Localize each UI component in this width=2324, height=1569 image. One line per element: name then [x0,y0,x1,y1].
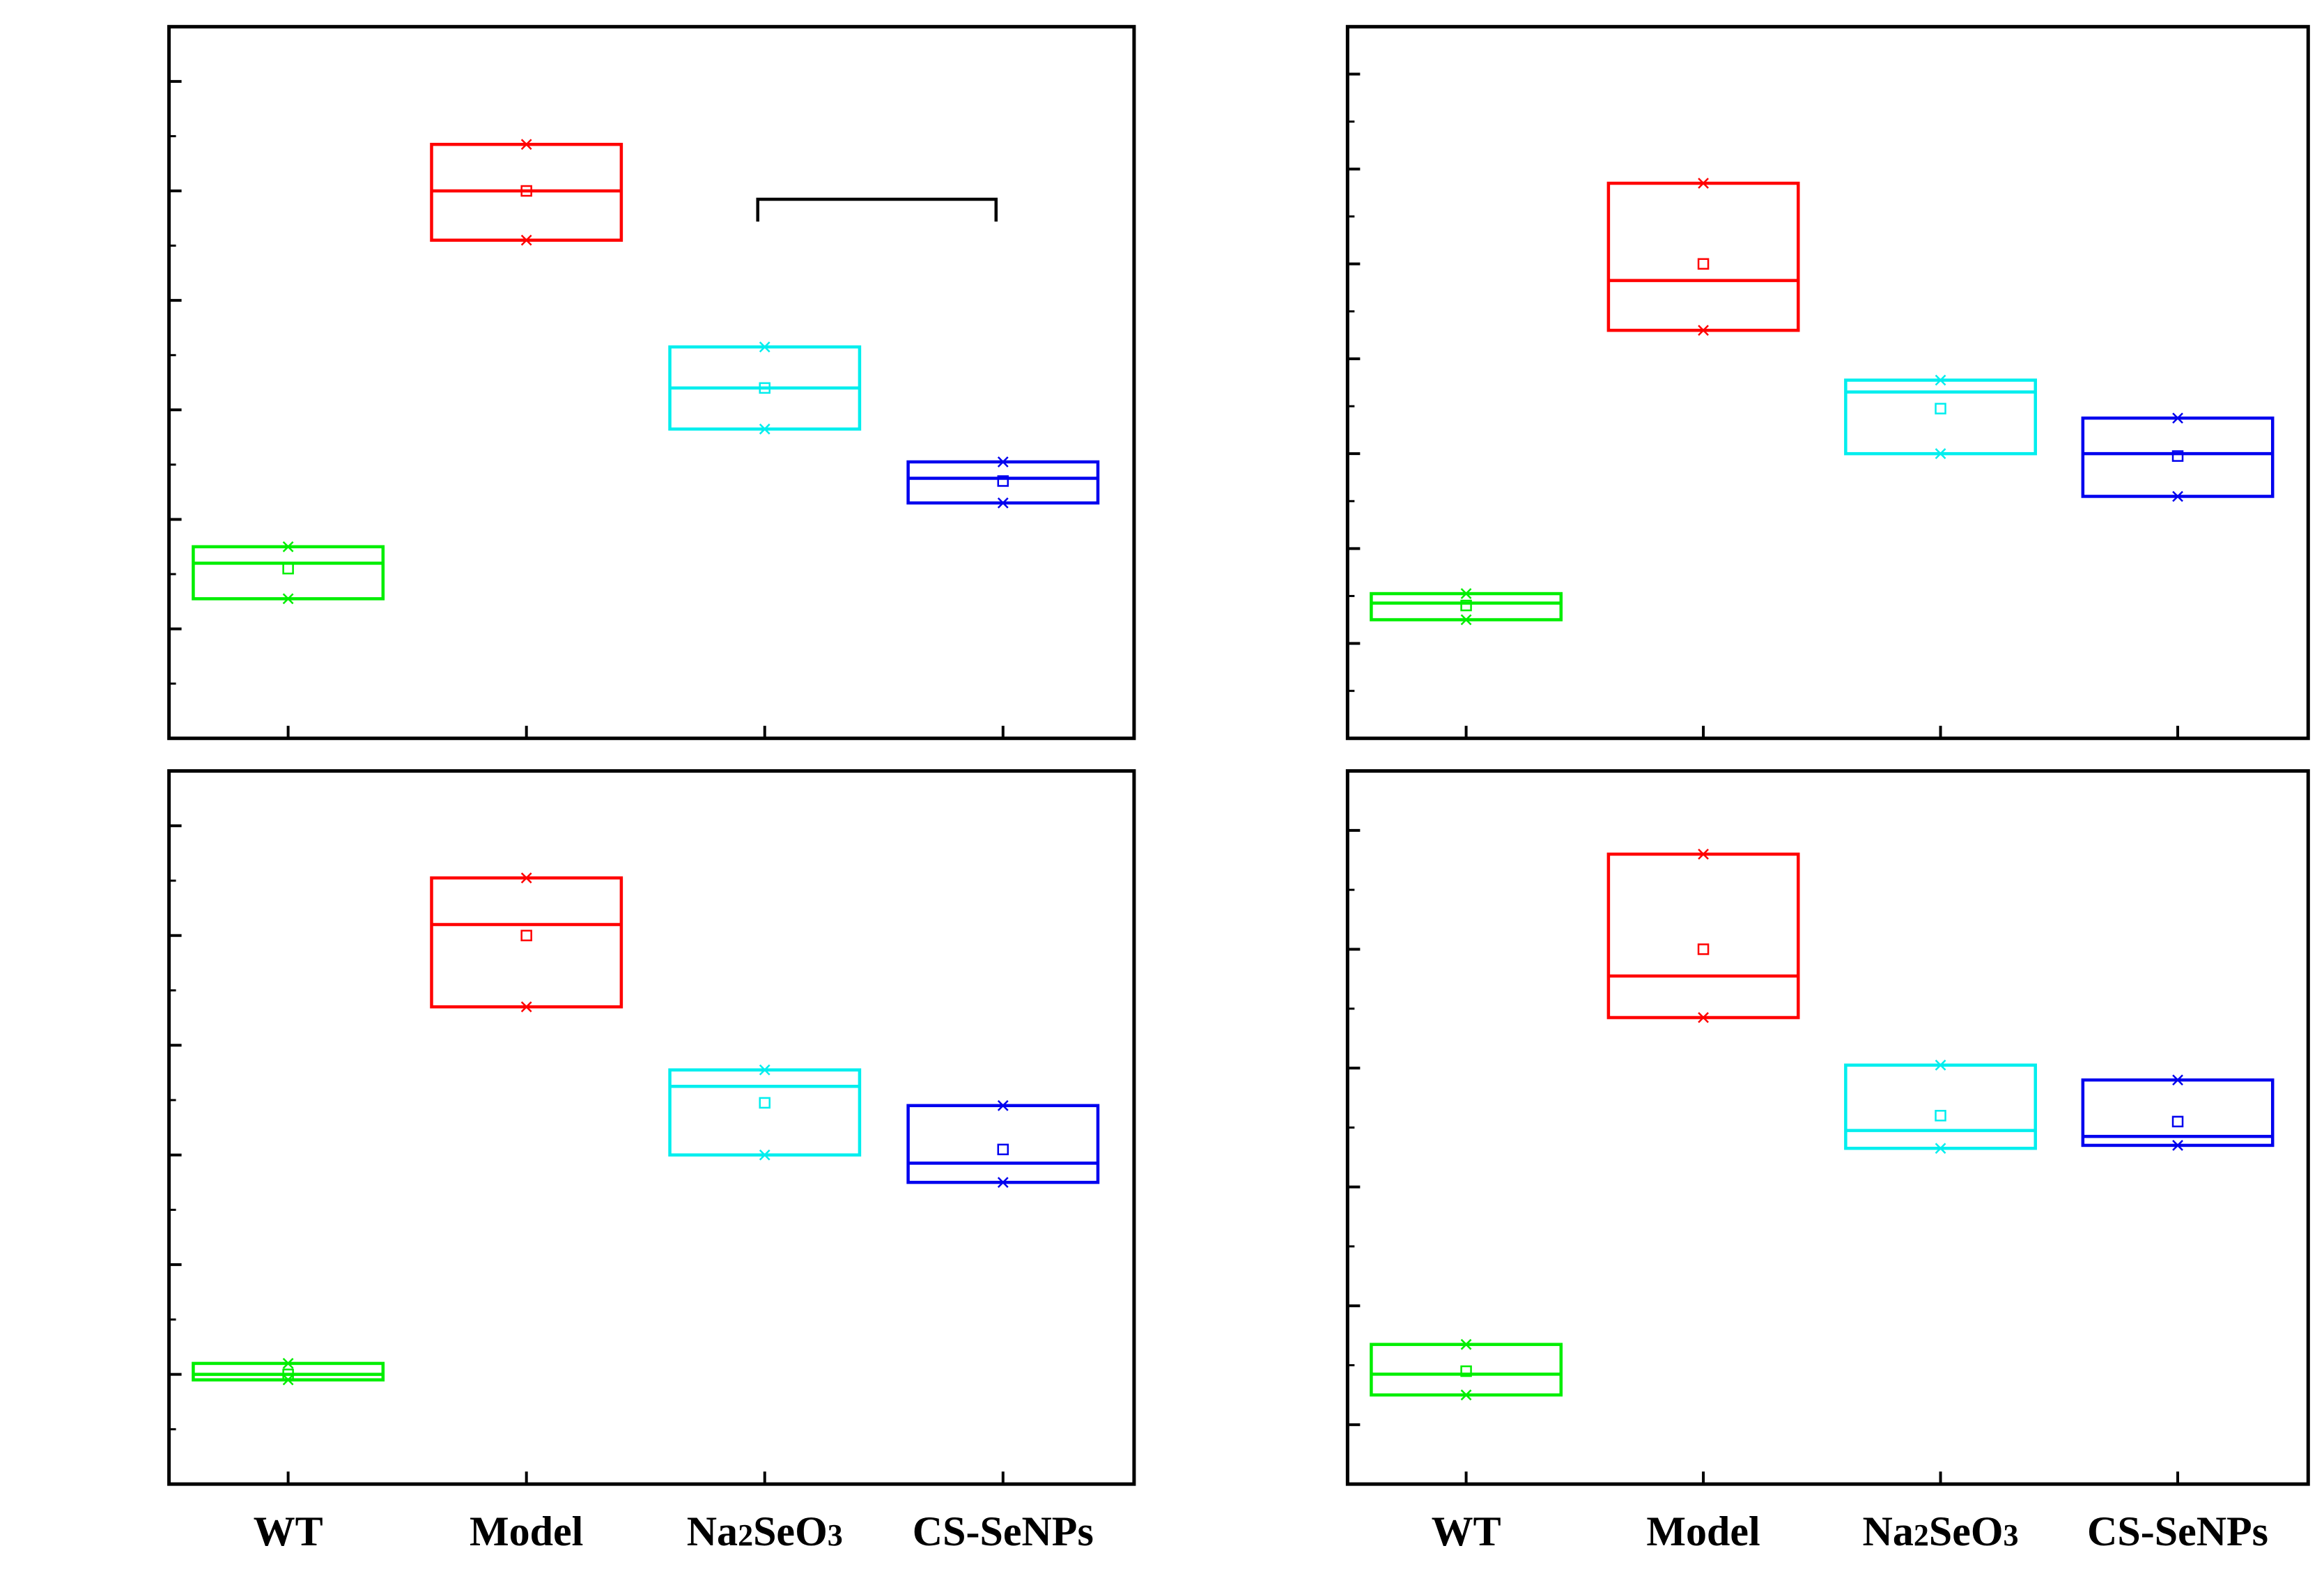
panel-a [167,24,1136,741]
mean-marker [1935,1110,1946,1122]
extreme-marker [759,1149,770,1161]
extreme-marker [520,139,532,150]
plot-frame [1345,24,2310,741]
box [1370,1343,1563,1397]
plot-frame [167,769,1136,1486]
mean-marker [997,475,1009,487]
mean-marker [282,562,294,575]
mean-marker [997,1143,1009,1156]
x-tick-label: Na2SeO3 [1863,1508,2019,1554]
extreme-marker [1935,1143,1946,1154]
extreme-marker [997,497,1009,509]
extreme-marker [1698,1012,1709,1023]
extreme-marker [282,1358,294,1369]
extreme-marker [1460,588,1472,599]
box [906,460,1100,505]
extreme-marker [520,872,532,883]
box [430,876,623,1009]
extreme-marker [1935,448,1946,460]
mean-marker [1935,403,1946,415]
extreme-marker [282,1374,294,1386]
extreme-marker [1935,374,1946,386]
x-tick-label: CS-SeNPs [2087,1508,2268,1554]
mean-marker [1460,599,1472,612]
extreme-marker [2172,412,2183,424]
box [192,1361,385,1382]
extreme-marker [2172,1074,2183,1085]
mean-marker [759,382,770,394]
box [1606,852,1800,1019]
box [1370,592,1563,621]
mean-marker [520,185,532,197]
extreme-marker [1698,849,1709,860]
extreme-marker [2172,1140,2183,1151]
mean-marker [2171,450,2184,462]
extreme-marker [2172,490,2183,502]
mean-marker [1697,258,1710,270]
mean-marker [1697,943,1710,955]
box [2081,416,2275,498]
extreme-marker [1935,1059,1946,1071]
extreme-marker [282,593,294,605]
extreme-marker [1698,178,1709,189]
extreme-marker [520,1001,532,1013]
x-tick-label: WT [1432,1508,1501,1554]
x-tick-label: CS-SeNPs [913,1508,1094,1554]
mean-marker [1460,1365,1472,1377]
panel-c: WT Model Na2SeO3 CS-SeNPs [167,769,1136,1554]
extreme-marker [520,234,532,246]
box [668,1068,862,1157]
plot-frame [167,24,1136,741]
x-tick-label: Model [1646,1508,1760,1554]
panel-b [1345,24,2310,741]
extreme-marker [1460,614,1472,626]
mean-marker [759,1097,770,1109]
significance-bracket [756,197,998,222]
extreme-marker [997,1177,1009,1188]
box [1844,1063,2037,1150]
extreme-marker [997,1099,1009,1111]
extreme-marker [282,541,294,552]
x-tick-label: Na2SeO3 [687,1508,843,1554]
panel-d: WT Model Na2SeO3 CS-SeNPs [1345,769,2310,1554]
mean-marker [2171,1115,2184,1128]
box [1606,181,1800,332]
extreme-marker [1460,1338,1472,1350]
mean-marker [520,929,532,942]
x-tick-label: WT [254,1508,323,1554]
extreme-marker [1698,325,1709,337]
extreme-marker [997,456,1009,467]
extreme-marker [759,341,770,353]
extreme-marker [759,423,770,435]
x-tick-label: Model [470,1508,583,1554]
extreme-marker [1460,1389,1472,1401]
plot-frame [1345,769,2310,1486]
extreme-marker [759,1064,770,1076]
